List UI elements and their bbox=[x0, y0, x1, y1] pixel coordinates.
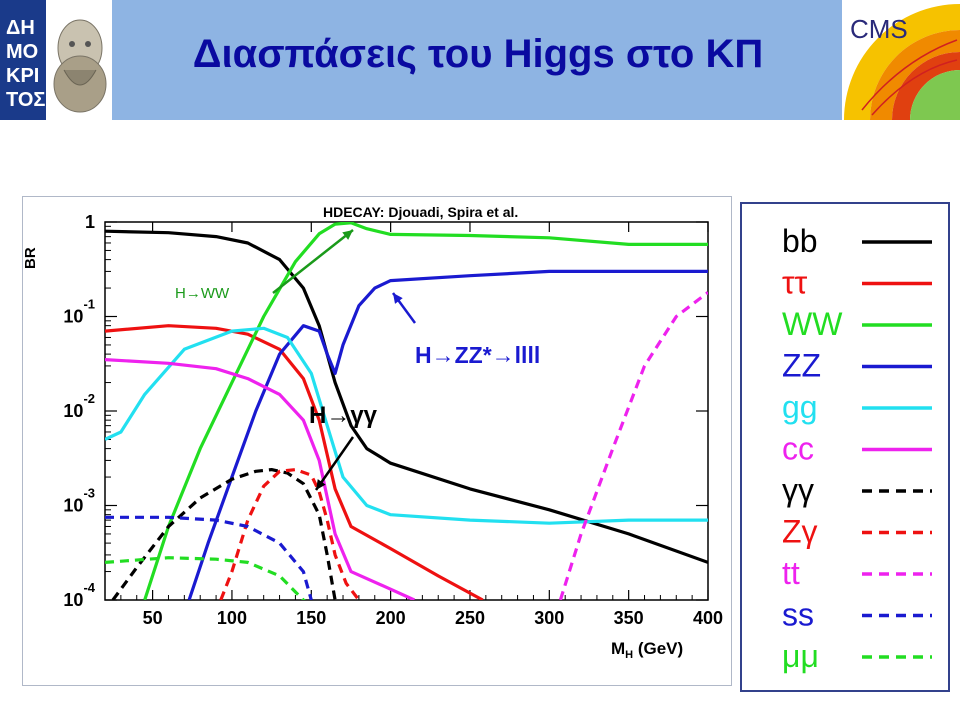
x-tick-label: 200 bbox=[376, 608, 406, 628]
legend-label-mumu: μμ bbox=[782, 638, 819, 674]
y-tick-label: 10-2 bbox=[63, 391, 95, 421]
series-line-mumu bbox=[105, 556, 306, 600]
title-band bbox=[112, 0, 842, 120]
series-line-zgamma bbox=[219, 468, 361, 600]
slide-title: Διασπάσεις του Higgs στο ΚΠ bbox=[192, 32, 764, 76]
y-tick-label: 10-3 bbox=[63, 486, 95, 516]
y-tick-label: 10-1 bbox=[63, 297, 95, 327]
legend-label-ss: ss bbox=[782, 597, 814, 633]
annotation-h-zz-arrow-head bbox=[393, 293, 403, 304]
annotations: H→WW H→ZZ*→llll H→γγ bbox=[175, 229, 540, 491]
series-line-ww bbox=[143, 222, 708, 600]
x-tick-label: 400 bbox=[693, 608, 723, 628]
svg-text:ΤΟΣ: ΤΟΣ bbox=[6, 89, 45, 111]
svg-text:MH (GeV): MH (GeV) bbox=[611, 639, 683, 661]
democritus-logo: ΔΗ ΜΟ ΚΡΙ ΤΟΣ bbox=[0, 0, 112, 120]
x-tick-label: 300 bbox=[534, 608, 564, 628]
plot-area bbox=[104, 221, 709, 601]
legend-label-bb: bb bbox=[782, 223, 818, 259]
annotation-h-gammagamma-arrow-head bbox=[316, 479, 326, 490]
series-line-gg bbox=[105, 326, 708, 525]
annotation-h-ww-arrow-head bbox=[342, 230, 353, 240]
svg-text:ΔΗ: ΔΗ bbox=[6, 17, 35, 39]
legend-label-gammagamma: γγ bbox=[782, 472, 814, 508]
x-tick-label: 250 bbox=[455, 608, 485, 628]
legend-label-tt: tt bbox=[782, 555, 800, 591]
legend-label-ww: WW bbox=[782, 306, 843, 342]
x-tick-label: 100 bbox=[217, 608, 247, 628]
x-tick-label: 150 bbox=[296, 608, 326, 628]
legend: bb ττ WW ZZ gg cc γγ Zγ tt ss μμ bbox=[740, 202, 950, 692]
branching-ratio-plot: HDECAY: Djouadi, Spira et al. BR MH (GeV… bbox=[22, 204, 723, 661]
slide-header: ΔΗ ΜΟ ΚΡΙ ΤΟΣ Διασπάσεις του Higgs στο Κ… bbox=[0, 0, 960, 120]
annotation-h-gammagamma: H→γγ bbox=[309, 402, 378, 429]
legend-label-cc: cc bbox=[782, 431, 814, 467]
figure-frame: HDECAY: Djouadi, Spira et al. BR MH (GeV… bbox=[22, 196, 732, 686]
annotation-h-zz: H→ZZ*→llll bbox=[415, 342, 540, 368]
series-line-zz bbox=[187, 269, 708, 600]
legend-label-zgamma: Zγ bbox=[782, 514, 818, 550]
x-tick-label: 350 bbox=[614, 608, 644, 628]
series-line-tautau bbox=[105, 324, 484, 600]
series-line-gammagamma bbox=[111, 468, 337, 600]
x-axis-label: MH (GeV) bbox=[611, 639, 683, 661]
series-line-ss bbox=[105, 515, 313, 600]
y-tick-label: 1 bbox=[85, 212, 95, 232]
annotation-h-ww-arrow bbox=[272, 229, 354, 294]
annotation-h-gammagamma-arrow bbox=[314, 436, 355, 491]
chart-title: HDECAY: Djouadi, Spira et al. bbox=[323, 204, 518, 220]
cms-logo: CMS bbox=[842, 0, 960, 120]
y-axis-label: BR bbox=[23, 247, 39, 269]
svg-text:ΜΟ: ΜΟ bbox=[6, 41, 38, 63]
cms-logo-text: CMS bbox=[850, 14, 908, 44]
legend-label-tautau: ττ bbox=[782, 265, 808, 301]
x-tick-label: 50 bbox=[143, 608, 163, 628]
legend-label-zz: ZZ bbox=[782, 348, 821, 384]
y-tick-label: 10-4 bbox=[63, 580, 95, 610]
legend-label-gg: gg bbox=[782, 389, 818, 425]
svg-text:ΚΡΙ: ΚΡΙ bbox=[6, 65, 39, 87]
series-line-bb bbox=[105, 229, 708, 564]
annotation-h-ww: H→WW bbox=[175, 285, 230, 302]
series-line-cc bbox=[105, 358, 416, 600]
